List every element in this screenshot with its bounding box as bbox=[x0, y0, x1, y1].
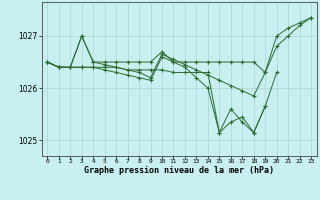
X-axis label: Graphe pression niveau de la mer (hPa): Graphe pression niveau de la mer (hPa) bbox=[84, 166, 274, 175]
